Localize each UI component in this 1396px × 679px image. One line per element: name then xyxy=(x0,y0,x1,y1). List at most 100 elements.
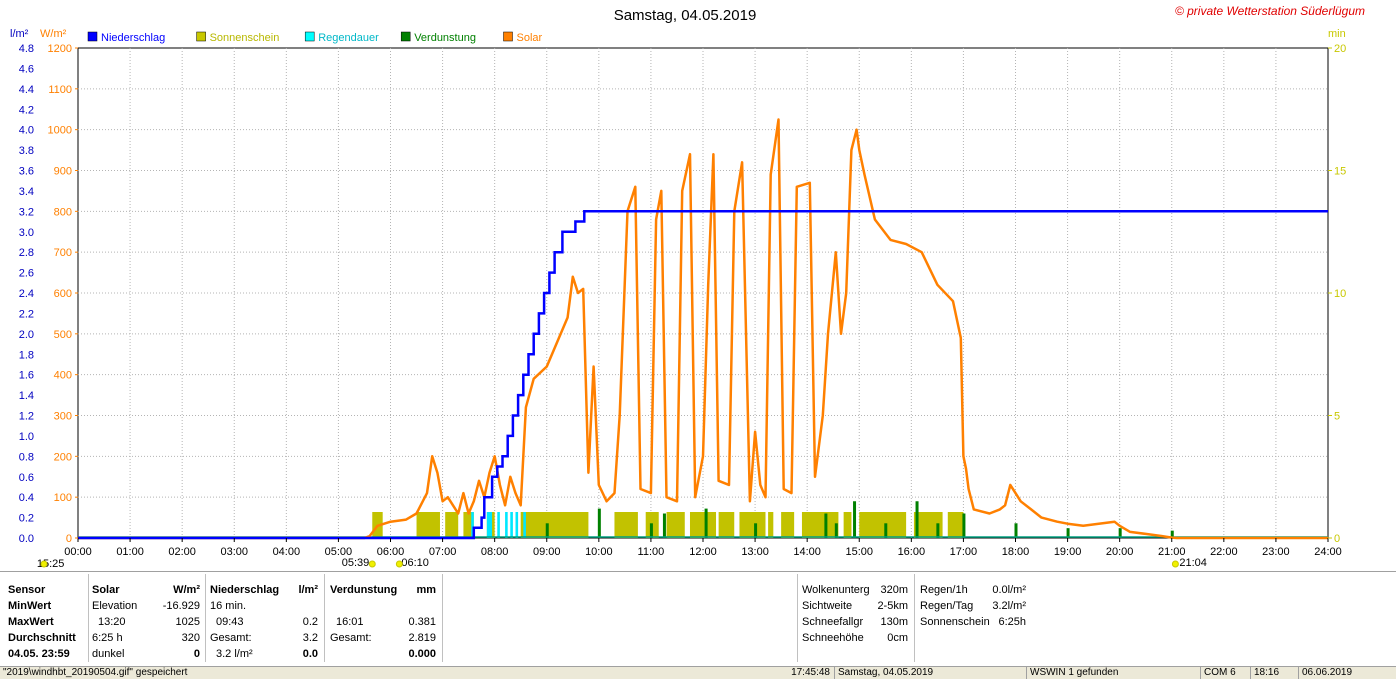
evaporation-bar xyxy=(884,523,888,538)
x-tick-label: 23:00 xyxy=(1262,546,1290,558)
rain-tick-label: 2.6 xyxy=(19,268,34,280)
evaporation-bar xyxy=(597,508,601,538)
status-date: Samstag, 04.05.2019 xyxy=(834,667,1026,679)
sunshine-bar xyxy=(739,512,766,538)
x-tick-label: 12:00 xyxy=(689,546,717,558)
rain-tick-label: 3.4 xyxy=(19,186,34,198)
rain-tick-label: 3.2 xyxy=(19,206,34,218)
rain-max-time: 09:43 xyxy=(216,616,244,628)
rain-tick-label: 4.2 xyxy=(19,104,34,116)
legend-swatch xyxy=(304,31,315,42)
x-tick-label: 24:00 xyxy=(1314,546,1342,558)
solar-min-label: Elevation xyxy=(92,600,138,612)
legend-label: Regendauer xyxy=(318,32,379,44)
evap-total-val: 2.819 xyxy=(408,632,436,644)
status-today: 06.06.2019 xyxy=(1298,667,1396,679)
rain-max-val: 0.2 xyxy=(302,616,318,628)
weather-label: Wolkenunterg xyxy=(802,584,870,596)
solar-max-time: 13:20 xyxy=(98,616,126,628)
status-file-text: "2019\windhbt_20190504.gif" gespeichert xyxy=(3,667,188,678)
rainstat-value: 6:25h xyxy=(998,616,1026,628)
rain-min-label: 16 min. xyxy=(210,600,247,612)
sunshine-bar xyxy=(859,512,907,538)
rain-axis-unit: l/m² xyxy=(10,28,29,40)
rain-tick-label: 3.6 xyxy=(19,166,34,178)
evaporation-bar xyxy=(662,513,666,538)
evaporation-bar xyxy=(1066,528,1070,538)
rain-duration-bar xyxy=(515,512,519,538)
status-file: "2019\windhbt_20190504.gif" gespeichert … xyxy=(0,667,834,679)
x-tick-label: 05:00 xyxy=(325,546,353,558)
rain-duration-bar xyxy=(486,512,493,538)
x-tick-label: 08:00 xyxy=(481,546,509,558)
rain-total-label: Gesamt: xyxy=(210,632,252,644)
rain-tick-label: 3.8 xyxy=(19,145,34,157)
grid xyxy=(77,47,1329,539)
sunshine-bar xyxy=(947,512,964,538)
status-bar: "2019\windhbt_20190504.gif" gespeichert … xyxy=(0,666,1396,679)
solar-line xyxy=(78,118,1328,540)
x-tick-label: 19:00 xyxy=(1054,546,1082,558)
solar-dark-label: dunkel xyxy=(92,648,125,660)
sunshine-bar xyxy=(781,512,795,538)
solar-tick-label: 200 xyxy=(54,451,72,463)
rain-tick-label: 1.8 xyxy=(19,349,34,361)
evap-total-label: Gesamt: xyxy=(330,632,372,644)
x-tick-label: 15:00 xyxy=(845,546,873,558)
evaporation-bar xyxy=(1014,523,1018,538)
sunshine-bar xyxy=(416,512,440,538)
evap-title: Verdunstung xyxy=(330,584,398,596)
rain-tick-label: 2.0 xyxy=(19,329,34,341)
solar-tick-label: 800 xyxy=(54,206,72,218)
weather-value: 0cm xyxy=(887,632,908,644)
rain-duration-bar xyxy=(510,512,513,538)
solar-axis-unit: W/m² xyxy=(40,28,67,40)
x-tick-label: 03:00 xyxy=(220,546,248,558)
x-tick-label: 06:00 xyxy=(377,546,405,558)
rain-tick-label: 0.6 xyxy=(19,472,34,484)
x-tick-label: 09:00 xyxy=(533,546,561,558)
solar-tick-label: 900 xyxy=(54,166,72,178)
solar-tick-label: 1200 xyxy=(48,43,72,55)
rain-duration-bar xyxy=(471,512,474,538)
sunshine-bar xyxy=(463,512,474,538)
rain-tick-label: 0.4 xyxy=(19,492,34,504)
sunshine-bar xyxy=(689,512,717,538)
date-label: 04.05. 23:59 xyxy=(8,648,70,660)
sunshine-bar xyxy=(843,512,852,538)
rain-tick-label: 2.2 xyxy=(19,308,34,320)
evap-column: Verdunstung mm 16:01 0.381 Gesamt: 2.819 0.… xyxy=(330,574,440,662)
evaporation-bar xyxy=(936,523,940,538)
rainstat-label: Regen/1h xyxy=(920,584,968,596)
x-tick-label: 11:00 xyxy=(638,546,665,558)
solar-tick-label: 100 xyxy=(54,492,72,504)
solar-max-val: 1025 xyxy=(175,616,200,628)
status-time: 17:45:48 xyxy=(791,667,830,678)
minutes-tick-label: 5 xyxy=(1334,411,1340,423)
rain-tick-label: 1.0 xyxy=(19,431,34,443)
rain-title: Niederschlag xyxy=(210,584,280,596)
x-tick-label: 18:00 xyxy=(1002,546,1030,558)
solar-tick-label: 0 xyxy=(66,533,72,545)
legend-swatch xyxy=(87,31,98,42)
weather-value: 320m xyxy=(880,584,908,596)
legend-swatch xyxy=(196,31,206,42)
solar-unit: W/m² xyxy=(173,584,200,596)
sun-marker-dot xyxy=(1171,560,1179,568)
rain-today-val: 0.0 xyxy=(302,648,318,660)
x-tick-label: 04:00 xyxy=(273,546,301,558)
rain-duration-bar xyxy=(497,512,500,538)
rain-column: Niederschlag l/m² 16 min. 09:43 0.2 Gesamt… xyxy=(210,574,322,662)
x-tick-label: 22:00 xyxy=(1210,546,1238,558)
rain-unit: l/m² xyxy=(298,584,318,596)
solar-avg-val: 320 xyxy=(181,632,200,644)
rain-tick-label: 4.6 xyxy=(19,63,34,75)
evaporation-bar xyxy=(545,523,549,538)
line-series xyxy=(78,118,1328,540)
solar-dark-val: 0 xyxy=(193,648,200,660)
rainstats-column: Regen/1h 0.0l/m² Regen/Tag 3.2l/m² Sonnens… xyxy=(920,574,1032,662)
evaporation-bar xyxy=(1170,530,1174,538)
max-label: MaxWert xyxy=(8,616,54,628)
rain-tick-label: 2.8 xyxy=(19,247,34,259)
solar-tick-label: 1100 xyxy=(48,84,72,96)
